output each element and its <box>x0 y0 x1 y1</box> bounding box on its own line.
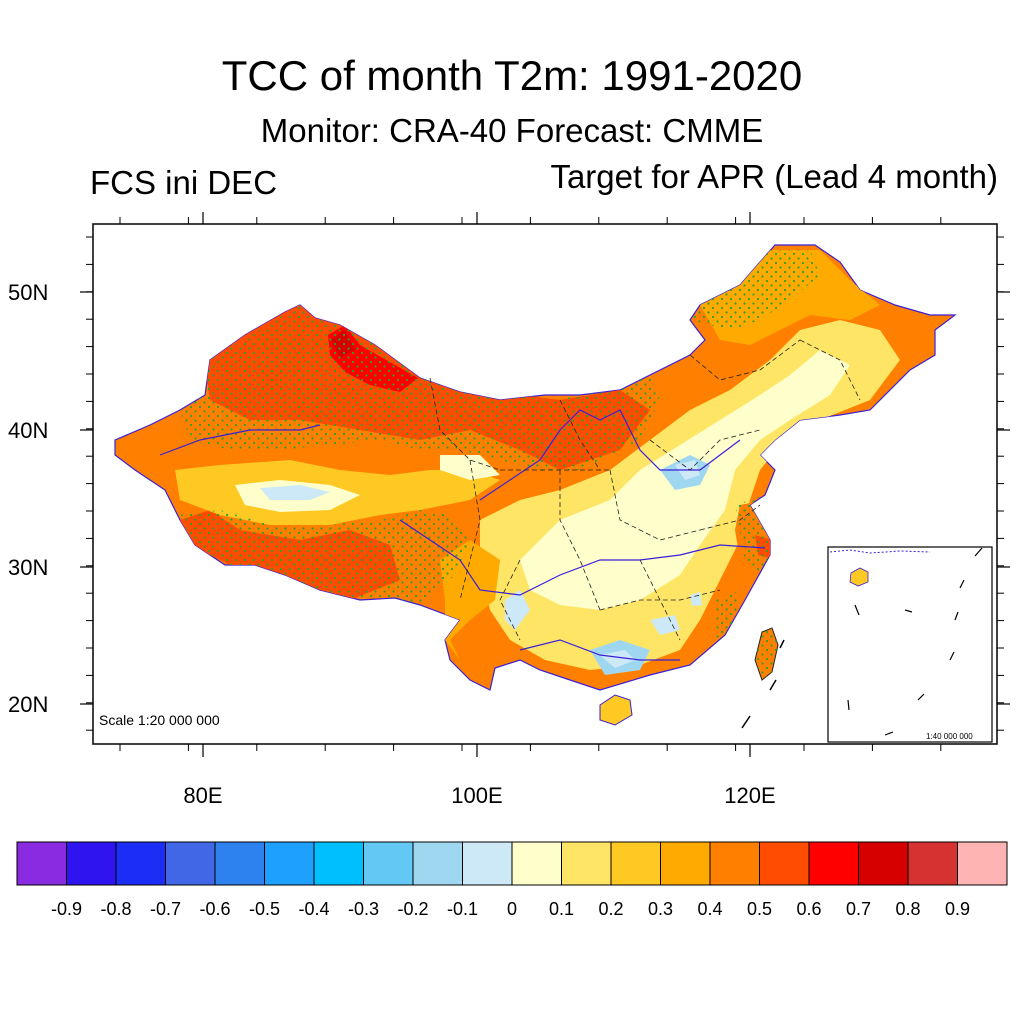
pearl-river <box>519 639 680 661</box>
taiwan-stipple <box>755 628 778 680</box>
colorbar-swatch <box>214 841 265 886</box>
chart-subtitle: Monitor: CRA-40 Forecast: CMME <box>260 112 764 149</box>
tarim-river <box>159 424 321 456</box>
inset-hainan <box>849 567 869 587</box>
colorbar-label: 0.7 <box>846 899 871 919</box>
colorbar-label: 0.3 <box>648 899 673 919</box>
colorbar-label: -0.2 <box>397 899 428 919</box>
lat-label-20n: 20N <box>8 692 48 717</box>
colorbar-swatch <box>16 841 67 886</box>
colorbar-label: -0.5 <box>249 899 280 919</box>
inset-dash-marks <box>847 547 983 736</box>
colorbar-swatch <box>561 841 612 886</box>
colorbar-label: -0.9 <box>51 899 82 919</box>
colorbar-swatch <box>165 841 216 886</box>
yellow-river <box>479 409 741 501</box>
colorbar: -0.9 -0.8 -0.7 -0.6 -0.5 -0.4 -0.3 -0.2 -0.1 0 0.1… <box>16 841 1008 919</box>
inset-coast <box>829 549 931 554</box>
colorbar-label: 0.1 <box>549 899 574 919</box>
dash-line-marks <box>741 639 785 729</box>
colorbar-swatch <box>264 841 315 886</box>
colorbar-label: -0.1 <box>447 899 478 919</box>
inset-scale-label: 1:40 000 000 <box>926 732 973 741</box>
region-qaidam-pale <box>440 455 500 480</box>
region-blue-southwest <box>505 590 530 630</box>
colorbar-label: 0 <box>507 899 517 919</box>
colorbar-swatch <box>759 841 810 886</box>
lat-label-30n: 30N <box>8 555 48 580</box>
target-label: Target for APR (Lead 4 month) <box>550 158 998 195</box>
hainan-island <box>599 694 633 726</box>
colorbar-swatch <box>363 841 414 886</box>
region-tarim-blue <box>260 485 330 500</box>
colorbar-label: 0.8 <box>895 899 920 919</box>
lon-label-120e: 120E <box>724 783 775 808</box>
region-blue-central <box>650 615 680 635</box>
lat-label-50n: 50N <box>8 280 48 305</box>
colorbar-swatch <box>808 841 859 886</box>
colorbar-swatch <box>313 841 364 886</box>
south-china-sea-inset: 1:40 000 000 <box>827 546 993 743</box>
colorbar-swatch <box>462 841 513 886</box>
colorbar-label: -0.4 <box>298 899 329 919</box>
significance-stipple-northwest <box>180 305 660 470</box>
colorbar-swatch <box>957 841 1008 886</box>
colorbar-swatch <box>66 841 117 886</box>
minor-ticks <box>86 217 1004 751</box>
region-blue-south-2 <box>600 650 635 668</box>
china-field <box>114 244 957 729</box>
chart-title: TCC of month T2m: 1991-2020 <box>221 52 803 99</box>
colorbar-swatch <box>660 841 711 886</box>
colorbar-label: -0.6 <box>199 899 230 919</box>
yangtze-river <box>399 519 766 596</box>
colorbar-swatch <box>907 841 958 886</box>
colorbar-label: -0.3 <box>348 899 379 919</box>
init-label: FCS ini DEC <box>90 164 278 201</box>
significance-stipple-coast <box>715 590 740 640</box>
significance-stipple-northeast <box>690 250 820 330</box>
colorbar-label: 0.9 <box>945 899 970 919</box>
colorbar-label: 0.6 <box>796 899 821 919</box>
scale-label: Scale 1:20 000 000 <box>99 712 220 728</box>
colorbar-swatch <box>115 841 166 886</box>
lat-label-40n: 40N <box>8 418 48 443</box>
colorbar-swatch <box>858 841 909 886</box>
province-borders <box>429 339 861 641</box>
colorbar-label: 0.2 <box>598 899 623 919</box>
colorbar-swatch <box>610 841 661 886</box>
lon-label-100e: 100E <box>451 783 502 808</box>
colorbar-label: 0.5 <box>747 899 772 919</box>
colorbar-label: -0.7 <box>150 899 181 919</box>
lon-label-80e: 80E <box>183 783 222 808</box>
colorbar-label: 0.4 <box>697 899 722 919</box>
colorbar-swatch <box>511 841 562 886</box>
colorbar-swatch <box>709 841 760 886</box>
significance-stipple-tibet <box>180 510 470 605</box>
colorbar-label: -0.8 <box>100 899 131 919</box>
colorbar-swatch <box>412 841 463 886</box>
